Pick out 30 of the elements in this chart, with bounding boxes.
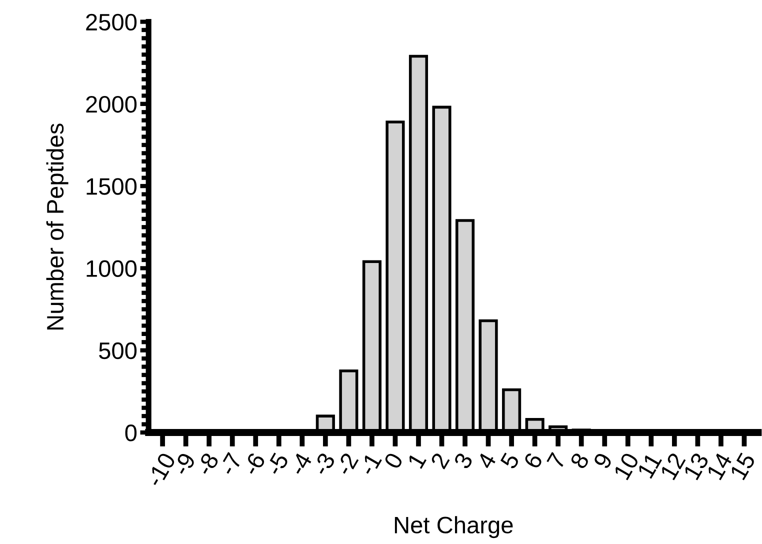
- x-tick-label: 11: [637, 452, 662, 479]
- y-axis-title: Number of Peptides: [46, 124, 68, 330]
- x-tick-label: -5: [265, 452, 290, 476]
- x-tick-label: 1: [407, 452, 426, 469]
- x-tick-label: -6: [242, 452, 266, 476]
- y-tick-label: 2000: [86, 96, 137, 113]
- y-tick-label: 0: [125, 424, 137, 442]
- x-tick-label: 3: [453, 452, 474, 470]
- y-tick-label: 500: [99, 342, 137, 360]
- x-tick-label: 6: [523, 452, 544, 470]
- x-tick-label: 14: [706, 452, 732, 480]
- x-tick-label: 7: [546, 452, 566, 470]
- x-tick-label: 4: [476, 452, 497, 470]
- x-tick-label: 0: [383, 452, 404, 470]
- y-tick-label: 1500: [86, 178, 137, 195]
- x-tick-label: -7: [218, 452, 242, 476]
- y-tick-label: 1000: [86, 260, 137, 277]
- x-tick-label: -1: [358, 452, 382, 476]
- x-tick-label: -3: [312, 452, 336, 476]
- x-tick-label: 9: [592, 452, 613, 470]
- x-tick-label: -8: [195, 452, 220, 476]
- x-tick-label: -4: [288, 452, 312, 476]
- x-tick-label: -2: [334, 452, 359, 476]
- x-tick-label: 8: [570, 452, 590, 470]
- x-tick-label: 5: [500, 452, 520, 470]
- x-axis-title: Net Charge: [394, 516, 513, 538]
- y-tick-label: 2500: [86, 14, 137, 31]
- x-tick-label: 2: [430, 452, 450, 470]
- x-tick-label: 10: [613, 452, 640, 480]
- x-tick-label: -10: [146, 452, 176, 488]
